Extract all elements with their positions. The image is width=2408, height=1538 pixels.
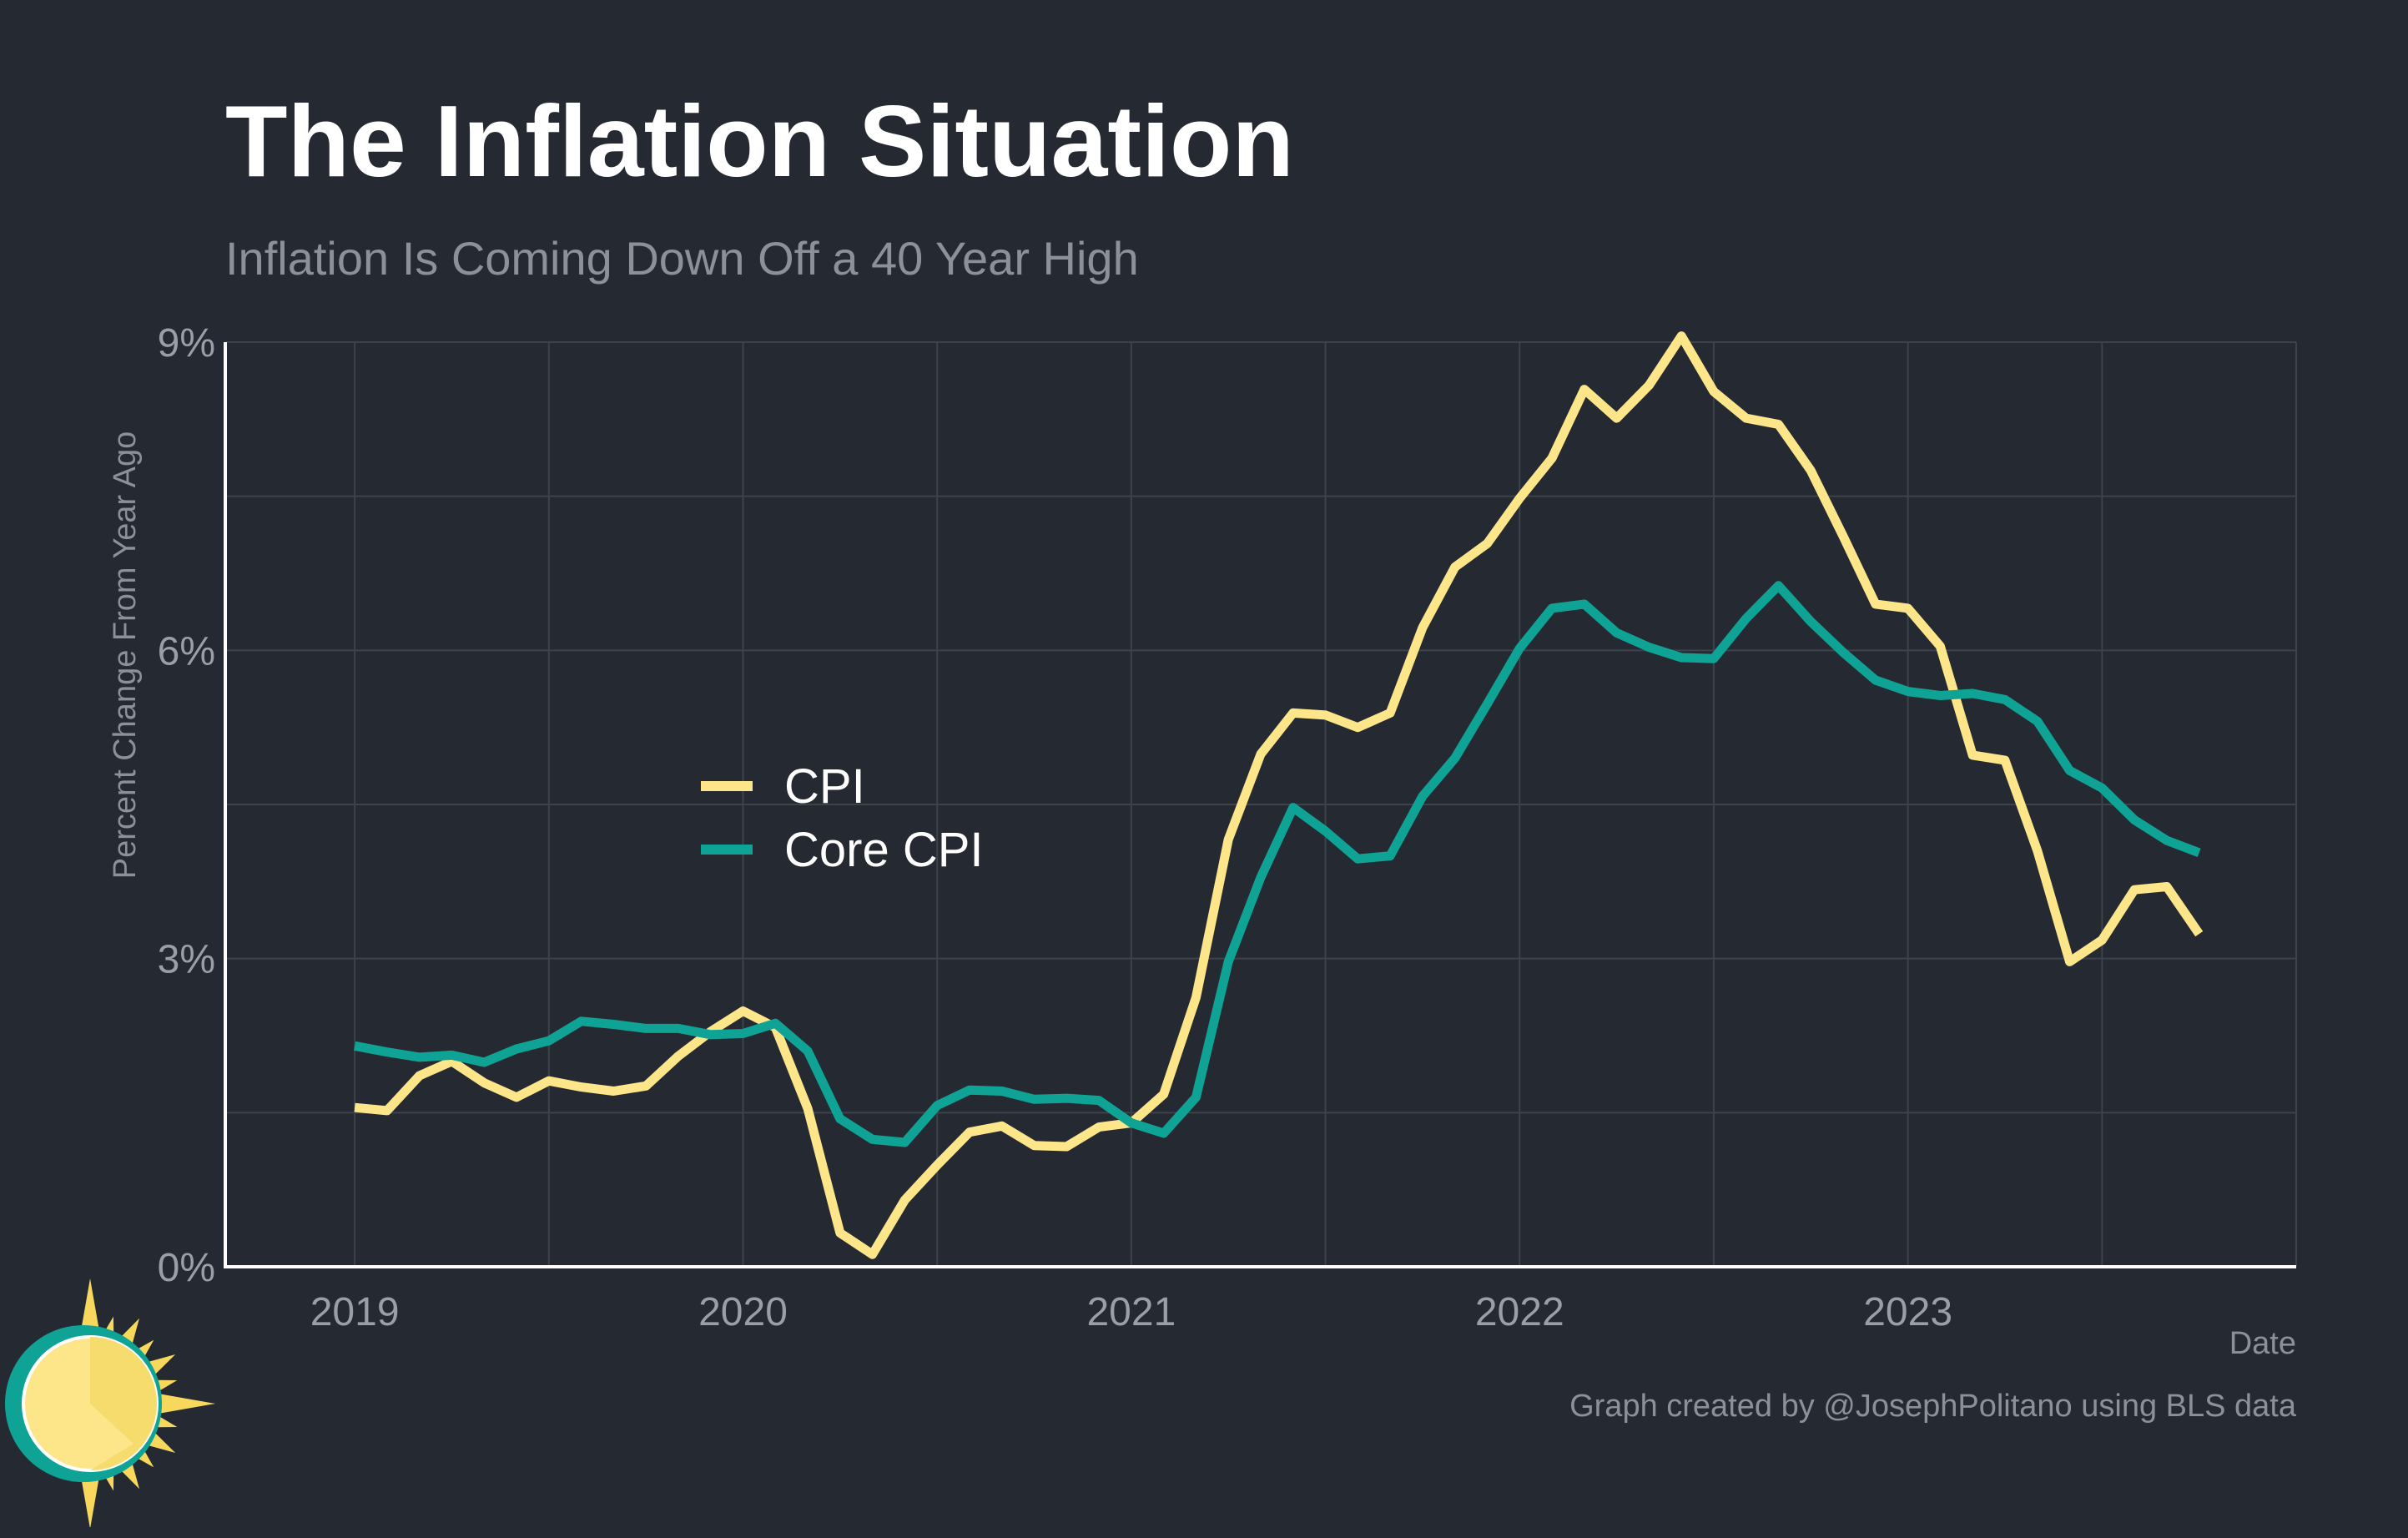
sun-shade-icon bbox=[90, 1337, 157, 1470]
chart-title: The Inflation Situation bbox=[225, 84, 1294, 198]
chart-caption: Graph created by @JosephPolitano using B… bbox=[1569, 1389, 2296, 1424]
sun-logo-icon bbox=[5, 1278, 215, 1527]
chart-subtitle: Inflation Is Coming Down Off a 40 Year H… bbox=[225, 232, 1139, 285]
x-tick-label: 2020 bbox=[698, 1290, 788, 1334]
y-axis-title: Percent Change From Year Ago bbox=[108, 431, 143, 880]
x-axis-title: Date bbox=[2229, 1326, 2296, 1361]
y-tick-label: 3% bbox=[158, 938, 215, 982]
sun-ray-icon bbox=[79, 1467, 101, 1527]
x-tick-label: 2022 bbox=[1475, 1290, 1564, 1334]
axis-layer bbox=[224, 342, 2296, 1268]
legend: CPI Core CPI bbox=[701, 759, 984, 877]
sun-ray-icon bbox=[79, 1278, 101, 1340]
x-tick-label: 2023 bbox=[1863, 1290, 1952, 1334]
label-layer: 0% 3% 6% 9% 2019 2020 2021 2022 2023 bbox=[158, 321, 1952, 1334]
grid-layer bbox=[225, 341, 2297, 1268]
x-tick-label: 2021 bbox=[1086, 1290, 1176, 1334]
y-tick-label: 6% bbox=[158, 629, 215, 673]
legend-label-core-cpi: Core CPI bbox=[784, 823, 984, 877]
series-line-cpi bbox=[354, 331, 2204, 1259]
series-line-core-cpi bbox=[354, 581, 2201, 1147]
y-tick-label: 9% bbox=[158, 321, 215, 366]
y-tick-label: 0% bbox=[158, 1246, 215, 1290]
x-tick-label: 2019 bbox=[310, 1290, 400, 1334]
series-layer bbox=[354, 331, 2204, 1259]
legend-label-cpi: CPI bbox=[784, 759, 865, 814]
sun-ray-icon bbox=[154, 1393, 215, 1414]
